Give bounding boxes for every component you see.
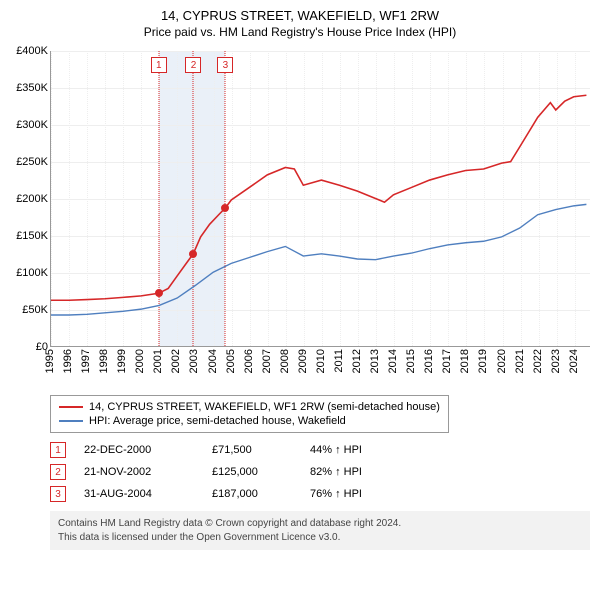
x-tick-label: 2018 bbox=[459, 349, 471, 373]
legend-swatch-series2 bbox=[59, 420, 83, 422]
x-tick-label: 2022 bbox=[532, 349, 544, 373]
x-tick-label: 2014 bbox=[387, 349, 399, 373]
legend: 14, CYPRUS STREET, WAKEFIELD, WF1 2RW (s… bbox=[50, 395, 449, 433]
x-tick-label: 2016 bbox=[423, 349, 435, 373]
legend-label: HPI: Average price, semi-detached house,… bbox=[89, 415, 346, 427]
x-tick-label: 2010 bbox=[315, 349, 327, 373]
event-price: £71,500 bbox=[212, 444, 292, 456]
x-tick-label: 2007 bbox=[261, 349, 273, 373]
x-tick-label: 1995 bbox=[44, 349, 56, 373]
x-tick-label: 2001 bbox=[152, 349, 164, 373]
event-hpi: 82% ↑ HPI bbox=[310, 466, 362, 478]
y-tick-label: £300K bbox=[16, 119, 48, 131]
legend-item: 14, CYPRUS STREET, WAKEFIELD, WF1 2RW (s… bbox=[59, 400, 440, 414]
legend-swatch-series1 bbox=[59, 406, 83, 408]
legend-item: HPI: Average price, semi-detached house,… bbox=[59, 414, 440, 428]
event-marker-box: 2 bbox=[50, 464, 66, 480]
event-date: 22-DEC-2000 bbox=[84, 444, 194, 456]
x-tick-label: 2004 bbox=[207, 349, 219, 373]
x-tick-label: 2013 bbox=[369, 349, 381, 373]
marker-box: 2 bbox=[185, 57, 201, 73]
y-tick-label: £150K bbox=[16, 230, 48, 242]
event-row: 2 21-NOV-2002 £125,000 82% ↑ HPI bbox=[50, 461, 590, 483]
x-tick-label: 2024 bbox=[568, 349, 580, 373]
x-tick-label: 2005 bbox=[225, 349, 237, 373]
event-hpi: 44% ↑ HPI bbox=[310, 444, 362, 456]
y-tick-label: £100K bbox=[16, 267, 48, 279]
event-date: 31-AUG-2004 bbox=[84, 488, 194, 500]
x-tick-label: 2011 bbox=[333, 349, 345, 373]
x-tick-label: 2012 bbox=[351, 349, 363, 373]
x-tick-label: 2017 bbox=[441, 349, 453, 373]
event-marker-box: 1 bbox=[50, 442, 66, 458]
x-tick-label: 2009 bbox=[297, 349, 309, 373]
x-tick-label: 2000 bbox=[134, 349, 146, 373]
x-tick-label: 2021 bbox=[514, 349, 526, 373]
event-date: 21-NOV-2002 bbox=[84, 466, 194, 478]
marker-dot bbox=[189, 250, 197, 258]
x-tick-label: 2023 bbox=[550, 349, 562, 373]
y-tick-label: £400K bbox=[16, 45, 48, 57]
marker-dot bbox=[155, 289, 163, 297]
footnote-line: This data is licensed under the Open Gov… bbox=[58, 531, 582, 545]
x-tick-label: 2003 bbox=[188, 349, 200, 373]
marker-dot bbox=[221, 204, 229, 212]
x-tick-label: 2002 bbox=[170, 349, 182, 373]
plot-area: 1 23 bbox=[50, 51, 590, 347]
chart-lines bbox=[51, 51, 590, 346]
event-price: £187,000 bbox=[212, 488, 292, 500]
series-line bbox=[51, 204, 586, 315]
y-tick-label: £200K bbox=[16, 193, 48, 205]
series-line bbox=[51, 95, 586, 300]
event-row: 3 31-AUG-2004 £187,000 76% ↑ HPI bbox=[50, 483, 590, 505]
footnote: Contains HM Land Registry data © Crown c… bbox=[50, 511, 590, 550]
x-tick-label: 2006 bbox=[243, 349, 255, 373]
x-tick-label: 1997 bbox=[80, 349, 92, 373]
marker-box: 3 bbox=[217, 57, 233, 73]
x-tick-label: 1996 bbox=[62, 349, 74, 373]
event-price: £125,000 bbox=[212, 466, 292, 478]
legend-label: 14, CYPRUS STREET, WAKEFIELD, WF1 2RW (s… bbox=[89, 401, 440, 413]
chart: £0£50K£100K£150K£200K£250K£300K£350K£400… bbox=[6, 47, 594, 387]
x-tick-label: 2019 bbox=[477, 349, 489, 373]
event-hpi: 76% ↑ HPI bbox=[310, 488, 362, 500]
x-tick-label: 2008 bbox=[279, 349, 291, 373]
event-marker-box: 3 bbox=[50, 486, 66, 502]
chart-subtitle: Price paid vs. HM Land Registry's House … bbox=[6, 25, 594, 39]
x-tick-label: 2015 bbox=[405, 349, 417, 373]
marker-box: 1 bbox=[151, 57, 167, 73]
chart-title: 14, CYPRUS STREET, WAKEFIELD, WF1 2RW bbox=[6, 8, 594, 23]
x-tick-label: 2020 bbox=[496, 349, 508, 373]
y-axis: £0£50K£100K£150K£200K£250K£300K£350K£400… bbox=[6, 47, 50, 347]
event-row: 1 22-DEC-2000 £71,500 44% ↑ HPI bbox=[50, 439, 590, 461]
y-tick-label: £350K bbox=[16, 82, 48, 94]
x-tick-label: 1998 bbox=[98, 349, 110, 373]
x-axis: 1995199619971998199920002001200220032004… bbox=[50, 347, 590, 387]
footnote-line: Contains HM Land Registry data © Crown c… bbox=[58, 517, 582, 531]
events-table: 1 22-DEC-2000 £71,500 44% ↑ HPI 2 21-NOV-2002… bbox=[50, 439, 590, 505]
y-tick-label: £250K bbox=[16, 156, 48, 168]
y-tick-label: £50K bbox=[22, 304, 48, 316]
x-tick-label: 1999 bbox=[116, 349, 128, 373]
